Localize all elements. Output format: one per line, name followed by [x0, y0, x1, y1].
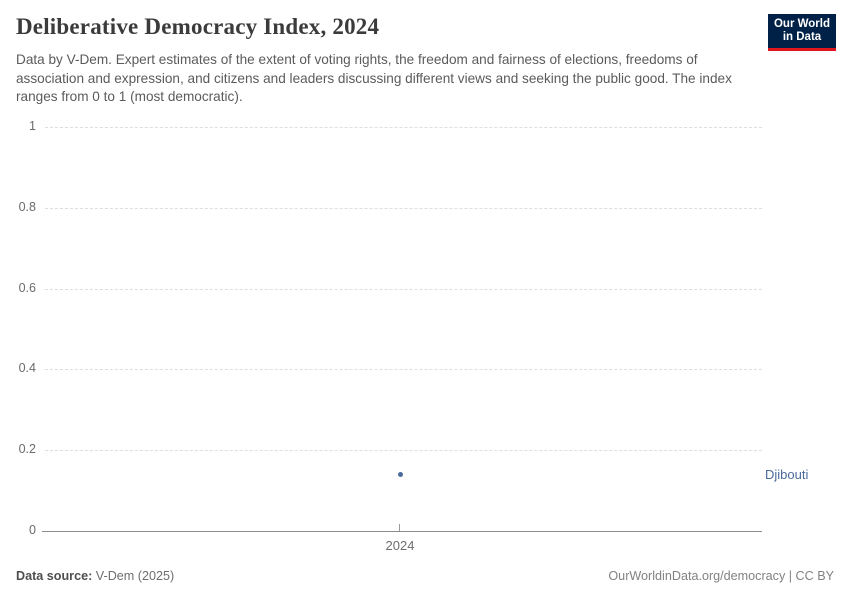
y-axis-tick-label: 0.4 — [18, 361, 36, 376]
credit-link[interactable]: OurWorldinData.org/democracy | CC BY — [608, 569, 834, 583]
entity-label-djibouti[interactable]: Djibouti — [765, 466, 809, 482]
data-source-label: Data source: — [16, 569, 93, 583]
x-axis-line — [42, 531, 762, 532]
y-axis-tick-label: 0.8 — [18, 199, 36, 214]
gridline — [45, 207, 762, 209]
data-source-value: V-Dem (2025) — [92, 569, 175, 583]
y-axis-tick-label: 0.2 — [18, 442, 36, 457]
gridline — [45, 450, 762, 452]
data-source: Data source: V-Dem (2025) — [16, 569, 174, 583]
chart-subtitle: Data by V-Dem. Expert estimates of the e… — [16, 52, 732, 104]
y-axis-tick-label: 1 — [29, 119, 36, 133]
gridline — [45, 127, 762, 128]
y-axis-tick-label: 0.6 — [18, 280, 36, 295]
page-title: Deliberative Democracy Index, 2024 — [16, 14, 380, 39]
plot-area — [42, 127, 762, 532]
chart-footer: Data source: V-Dem (2025) OurWorldinData… — [16, 569, 834, 583]
gridline — [45, 369, 762, 371]
x-axis-tick-mark — [399, 524, 400, 531]
x-axis-tick-label: 2024 — [385, 538, 415, 553]
owid-logo-line1: Our World — [773, 18, 830, 30]
owid-logo-line2: in Data — [782, 31, 822, 43]
data-point-djibouti[interactable] — [397, 471, 403, 477]
owid-logo[interactable]: Our World in Data — [768, 14, 836, 51]
gridline — [45, 288, 762, 290]
y-axis-tick-label: 0 — [29, 523, 36, 537]
y-axis: 0 0.2 0.4 0.6 0.8 1 — [0, 119, 36, 537]
